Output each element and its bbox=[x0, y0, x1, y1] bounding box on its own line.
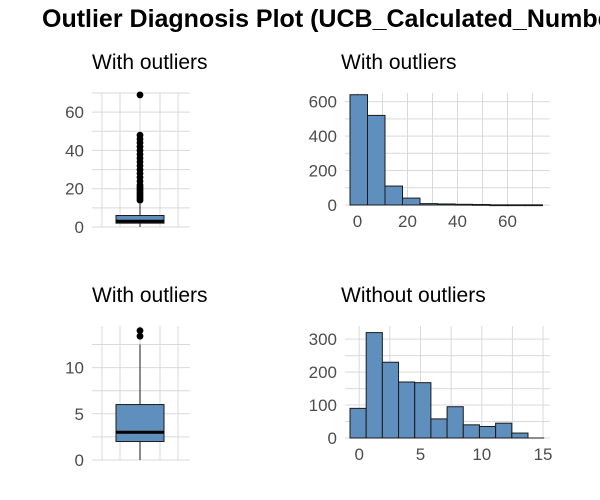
outlier-point bbox=[136, 91, 144, 99]
y-tick-label: 400 bbox=[309, 127, 337, 146]
panel-boxplot-with-outliers: With outliers 0 20 40 60 bbox=[65, 51, 207, 237]
panel-title: With outliers bbox=[92, 51, 208, 74]
y-tick-label: 200 bbox=[309, 363, 337, 382]
histogram-bar bbox=[398, 381, 416, 439]
histogram-bar bbox=[414, 382, 432, 439]
histogram-bar bbox=[495, 422, 513, 439]
histogram-bar bbox=[430, 418, 448, 439]
plot-area: 0 100 200 300 0 5 10 15 bbox=[309, 326, 553, 464]
histogram-bar bbox=[472, 203, 491, 206]
histogram-bar bbox=[367, 114, 386, 206]
panel-histogram-without-outliers: Without outliers 0 100 200 300 0 5 10 15 bbox=[309, 284, 553, 464]
figure-title: Outlier Diagnosis Plot (UCB_Calculated_N… bbox=[42, 5, 600, 33]
x-tick-label: 40 bbox=[448, 212, 467, 231]
plot-area: 0 200 400 600 0 20 40 60 bbox=[309, 93, 550, 231]
y-tick-label: 60 bbox=[65, 103, 84, 122]
y-tick-label: 0 bbox=[75, 451, 84, 470]
x-tick-label: 5 bbox=[416, 445, 425, 464]
x-tick-label: 15 bbox=[534, 445, 553, 464]
outlier-point bbox=[136, 131, 144, 139]
x-tick-label: 60 bbox=[498, 212, 517, 231]
y-tick-label: 200 bbox=[309, 162, 337, 181]
panel-title: With outliers bbox=[341, 51, 457, 74]
y-tick-label: 0 bbox=[328, 429, 337, 448]
y-tick-label: 40 bbox=[65, 141, 84, 160]
histogram-bar bbox=[384, 185, 403, 206]
histogram-bar bbox=[402, 197, 421, 206]
y-tick-label: 20 bbox=[65, 180, 84, 199]
histogram-bar bbox=[462, 424, 480, 439]
histogram-bar bbox=[419, 203, 438, 206]
histogram-bar bbox=[437, 203, 456, 206]
y-tick-label: 100 bbox=[309, 396, 337, 415]
histogram-bar bbox=[349, 94, 368, 206]
y-tick-label: 300 bbox=[309, 330, 337, 349]
y-tick-label: 5 bbox=[75, 405, 84, 424]
y-tick-label: 0 bbox=[75, 218, 84, 237]
panel-histogram-with-outliers: With outliers 0 200 400 600 0 20 40 60 bbox=[309, 51, 550, 231]
panel-boxplot-with-outliers-zoomed: With outliers 0 5 10 bbox=[65, 284, 207, 470]
histogram-bar bbox=[381, 361, 400, 439]
x-tick-label: 10 bbox=[472, 445, 491, 464]
box-iqr bbox=[115, 215, 165, 224]
histogram-bar bbox=[511, 432, 529, 439]
x-tick-label: 20 bbox=[398, 212, 417, 231]
histogram-bar bbox=[365, 332, 383, 439]
outlier-point bbox=[136, 332, 144, 340]
box-iqr bbox=[115, 404, 165, 443]
histogram-bar bbox=[507, 204, 526, 207]
x-tick-label: 0 bbox=[354, 445, 363, 464]
plot-area: 0 20 40 60 bbox=[65, 91, 190, 237]
plot-area: 0 5 10 bbox=[65, 326, 190, 470]
y-tick-label: 0 bbox=[328, 196, 337, 215]
x-tick-label: 0 bbox=[353, 212, 362, 231]
histogram-bar bbox=[524, 204, 543, 207]
outlier-point bbox=[136, 327, 144, 335]
histogram-bar bbox=[527, 437, 545, 439]
histogram-bar bbox=[454, 203, 473, 206]
panel-title: With outliers bbox=[92, 284, 208, 307]
y-tick-label: 600 bbox=[309, 93, 337, 112]
histogram-bar bbox=[478, 425, 497, 439]
panel-title: Without outliers bbox=[341, 284, 486, 307]
histogram-bar bbox=[446, 406, 464, 439]
histogram-bar bbox=[349, 407, 367, 439]
y-tick-label: 10 bbox=[65, 359, 84, 378]
histogram-bar bbox=[489, 204, 508, 207]
